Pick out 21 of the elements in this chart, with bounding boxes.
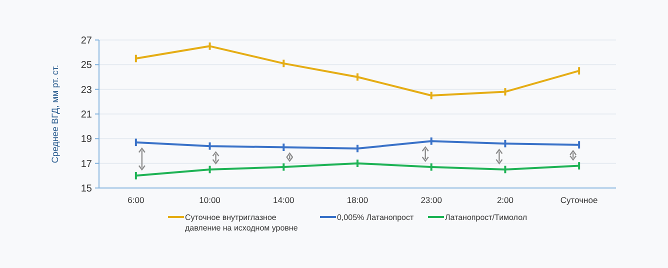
line-series xyxy=(134,162,580,177)
x-tick-label: 18:00 xyxy=(346,194,368,205)
x-tick-label: Суточное xyxy=(560,194,598,205)
y-tick-label: 27 xyxy=(80,36,92,46)
line-series xyxy=(134,45,580,96)
y-tick-label: 21 xyxy=(80,110,92,120)
x-tick-label: 10:00 xyxy=(199,194,221,205)
x-tick-label: 14:00 xyxy=(273,194,295,205)
x-tick-label: 23:00 xyxy=(420,194,442,205)
legend-label: Суточное внутриглазное давление на исходном уровне xyxy=(185,212,298,233)
x-tick-label: 6:00 xyxy=(128,194,144,205)
y-tick-label: 25 xyxy=(80,60,92,72)
legend-label: 0,005% Латанопрост xyxy=(337,212,414,222)
x-tick-label: 2:00 xyxy=(496,194,514,205)
legend-label: Латанопрост/Тимолол xyxy=(445,212,528,222)
y-axis-title: Среднее ВГД, мм рт. ст. xyxy=(50,64,60,164)
line-series xyxy=(134,140,580,150)
y-tick-label: 23 xyxy=(80,84,92,96)
y-tick-label: 15 xyxy=(80,184,92,194)
y-tick-label: 19 xyxy=(80,134,92,146)
y-tick-label: 17 xyxy=(80,158,92,170)
